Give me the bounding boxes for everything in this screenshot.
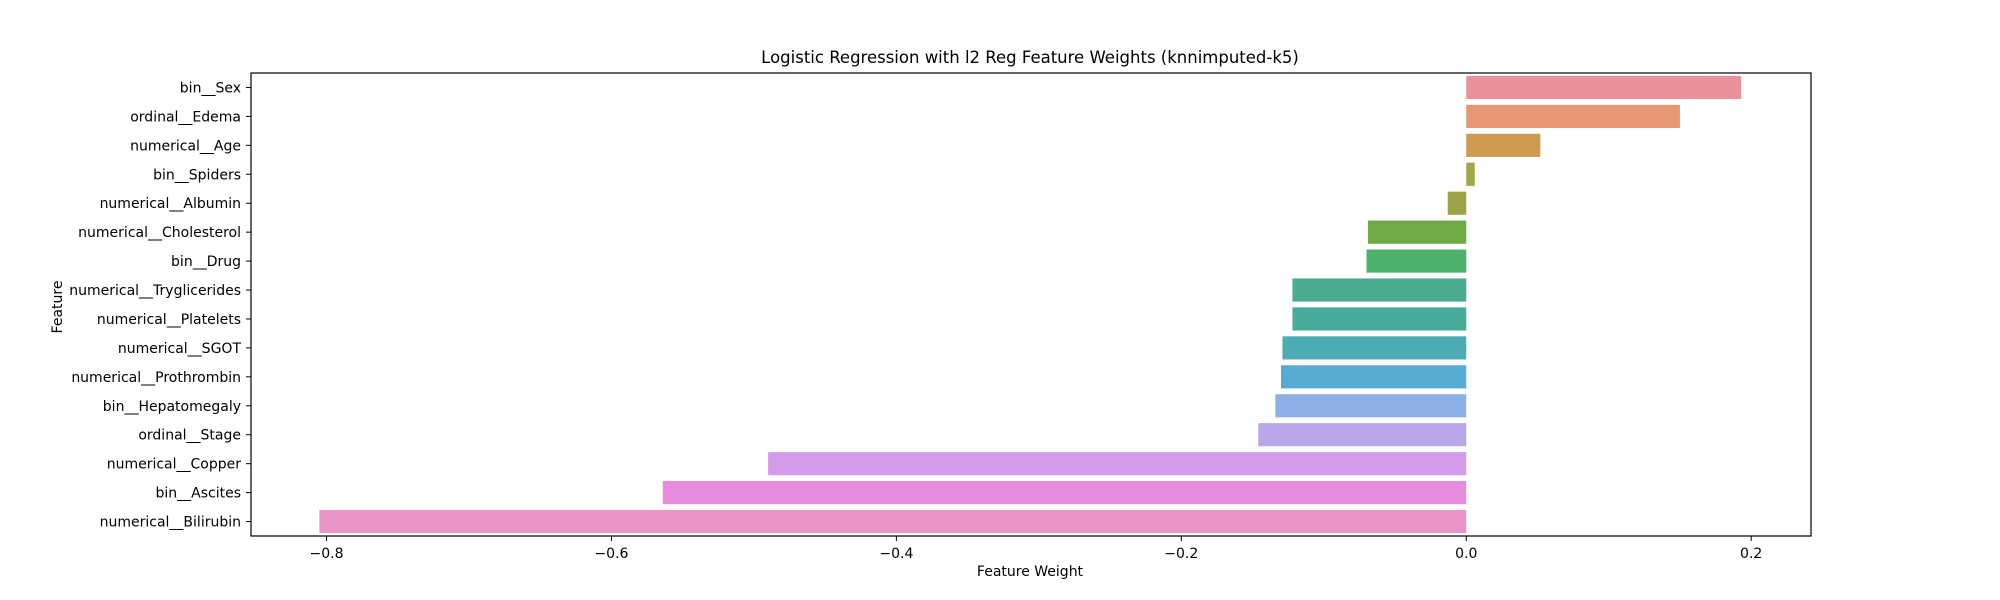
y-tick-label: numerical__Albumin <box>100 196 241 212</box>
y-tick-label: numerical__Bilirubin <box>100 515 241 531</box>
y-axis: bin__Sex ordinal__Edema numerical__Age bin_… <box>69 80 251 531</box>
bar-ordinal__Edema <box>1466 104 1680 128</box>
bar-bin__Spiders <box>1466 162 1475 186</box>
y-tick-label: bin__Sex <box>180 80 241 96</box>
x-tick-label: 0.0 <box>1455 546 1477 562</box>
y-tick-label: ordinal__Edema <box>130 109 241 125</box>
bar-numerical__Albumin <box>1447 191 1467 215</box>
y-tick-label: bin__Spiders <box>153 167 241 183</box>
y-tick-label: numerical__Prothrombin <box>71 370 241 386</box>
bar-bin__Sex <box>1466 75 1742 100</box>
y-axis-label: Feature <box>50 281 66 334</box>
bar-bin__Drug <box>1366 249 1467 273</box>
bar-bin__Ascites <box>662 481 1467 505</box>
x-tick-label: −0.6 <box>594 546 628 562</box>
chart-title: Logistic Regression with l2 Reg Feature … <box>761 48 1299 67</box>
y-tick-label: numerical__Tryglicerides <box>69 283 241 299</box>
x-axis: −0.8 −0.6 −0.4 −0.2 0.0 0.2 <box>310 536 1762 562</box>
plot-frame <box>250 72 1812 537</box>
bar-numerical__Copper <box>768 452 1467 476</box>
y-tick-label: numerical__Copper <box>107 457 242 473</box>
bar-bin__Hepatomegaly <box>1275 394 1467 418</box>
y-tick-label: numerical__Age <box>130 138 241 154</box>
x-tick-label: 0.2 <box>1740 546 1762 562</box>
bar-numerical__Age <box>1466 133 1541 157</box>
bar-numerical__Tryglicerides <box>1292 278 1467 302</box>
y-tick-label: numerical__SGOT <box>118 341 242 357</box>
bar-numerical__SGOT <box>1282 336 1467 360</box>
x-tick-label: −0.2 <box>1164 546 1198 562</box>
bar-numerical__Cholesterol <box>1367 220 1467 244</box>
bar-numerical__Prothrombin <box>1281 365 1467 389</box>
y-tick-label: numerical__Platelets <box>97 312 241 328</box>
y-tick-label: bin__Ascites <box>155 486 241 502</box>
bar-numerical__Bilirubin <box>319 509 1467 534</box>
x-tick-label: −0.4 <box>879 546 913 562</box>
y-tick-label: bin__Hepatomegaly <box>103 399 241 415</box>
y-tick-label: numerical__Cholesterol <box>78 225 241 241</box>
bar-ordinal__Stage <box>1258 423 1467 447</box>
x-tick-label: −0.8 <box>310 546 344 562</box>
bar-numerical__Platelets <box>1292 307 1467 331</box>
y-tick-label: bin__Drug <box>171 254 241 270</box>
bars-group <box>319 75 1742 534</box>
y-tick-label: ordinal__Stage <box>138 428 241 444</box>
x-axis-label: Feature Weight <box>977 564 1084 580</box>
